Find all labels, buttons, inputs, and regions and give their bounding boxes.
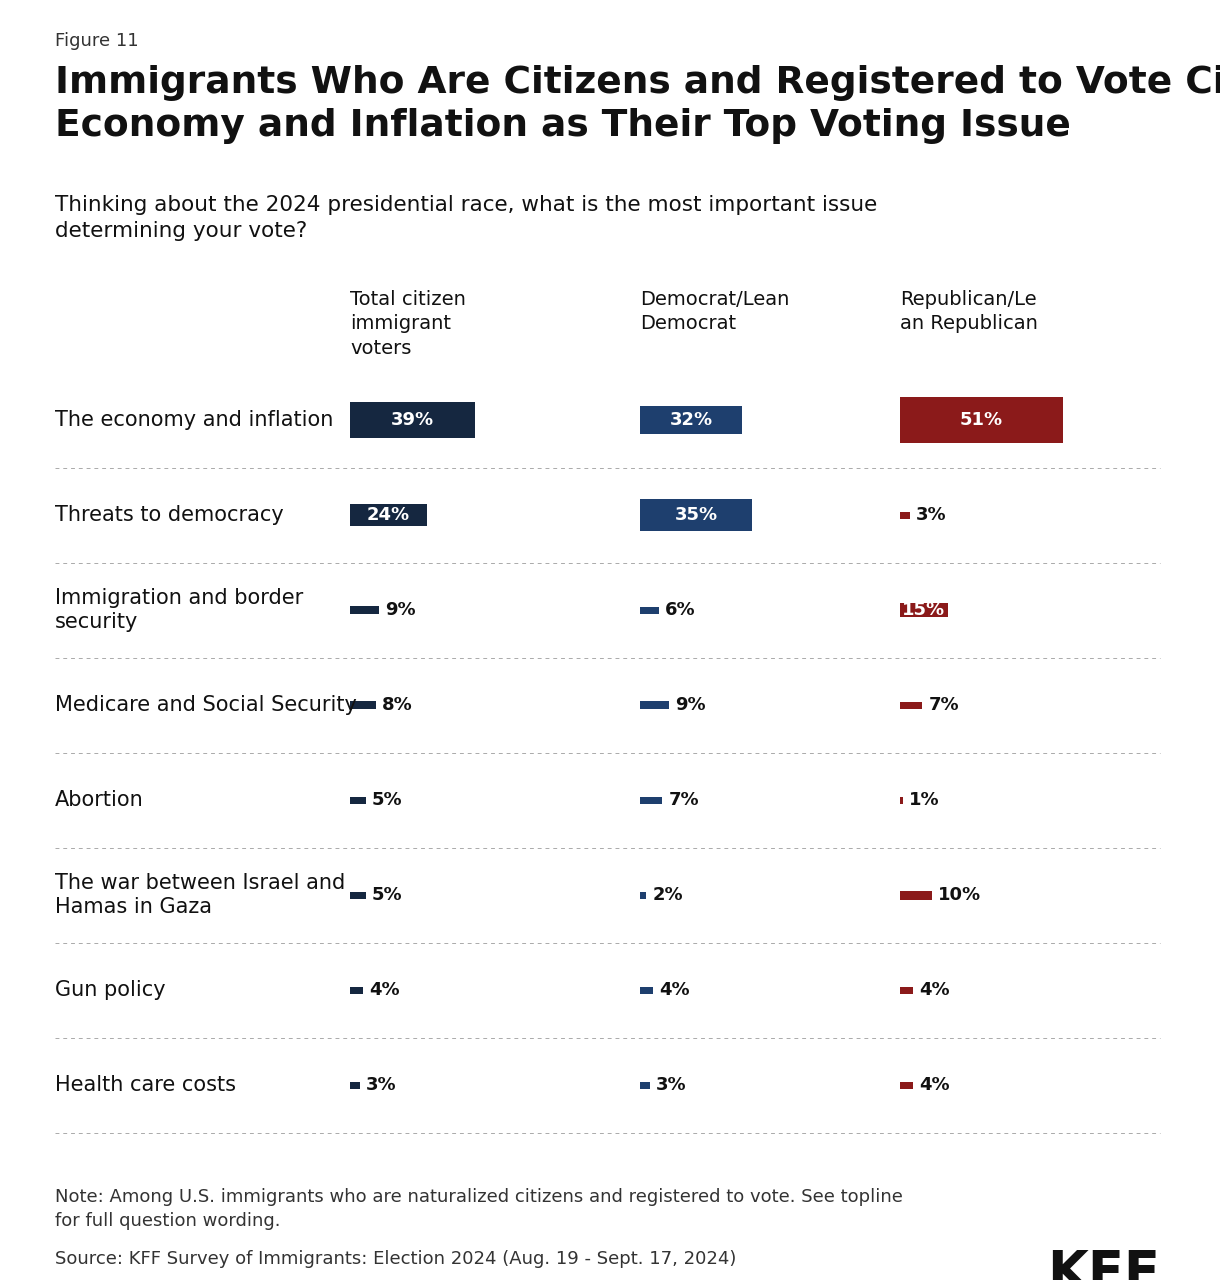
Bar <box>640 499 752 531</box>
Bar <box>640 796 662 804</box>
Text: 8%: 8% <box>382 696 412 714</box>
Bar <box>900 1082 913 1088</box>
Text: Democrat/Lean
Democrat: Democrat/Lean Democrat <box>640 291 789 333</box>
Text: Total citizen
immigrant
voters: Total citizen immigrant voters <box>350 291 466 357</box>
Bar <box>900 891 932 900</box>
Bar <box>350 796 366 804</box>
Text: 2%: 2% <box>653 886 683 904</box>
Text: KFF: KFF <box>1047 1248 1160 1280</box>
Text: Gun policy: Gun policy <box>55 980 166 1000</box>
Text: Source: KFF Survey of Immigrants: Election 2024 (Aug. 19 - Sept. 17, 2024): Source: KFF Survey of Immigrants: Electi… <box>55 1249 737 1267</box>
Text: 35%: 35% <box>675 506 717 524</box>
Text: Immigration and border
security: Immigration and border security <box>55 588 304 632</box>
Bar <box>640 1082 649 1088</box>
Text: 4%: 4% <box>659 980 689 998</box>
Bar <box>350 987 362 993</box>
Bar <box>350 1082 360 1088</box>
Text: 24%: 24% <box>367 506 410 524</box>
Text: 3%: 3% <box>655 1076 686 1094</box>
Text: 9%: 9% <box>384 602 416 620</box>
Bar <box>640 891 647 899</box>
Text: 15%: 15% <box>903 602 946 620</box>
Text: The economy and inflation: The economy and inflation <box>55 410 333 430</box>
Bar <box>900 397 1063 443</box>
Bar <box>350 701 376 709</box>
Bar <box>640 607 659 613</box>
Text: 51%: 51% <box>960 411 1003 429</box>
Text: 4%: 4% <box>368 980 399 998</box>
Bar <box>900 512 910 518</box>
Text: Threats to democracy: Threats to democracy <box>55 506 284 525</box>
Bar <box>640 701 669 709</box>
Bar <box>900 796 903 804</box>
Text: 5%: 5% <box>372 791 403 809</box>
Text: 9%: 9% <box>675 696 705 714</box>
Bar <box>640 406 743 434</box>
Bar <box>900 603 948 617</box>
Bar <box>350 504 427 526</box>
Text: 4%: 4% <box>919 980 949 998</box>
Text: 3%: 3% <box>366 1076 396 1094</box>
Text: Health care costs: Health care costs <box>55 1075 235 1094</box>
Text: 3%: 3% <box>915 506 947 524</box>
Text: 7%: 7% <box>928 696 959 714</box>
Text: Republican/Le
an Republican: Republican/Le an Republican <box>900 291 1038 333</box>
Bar <box>350 605 378 614</box>
Bar <box>350 891 366 899</box>
Bar <box>900 701 922 709</box>
Text: Immigrants Who Are Citizens and Registered to Vote Cite the
Economy and Inflatio: Immigrants Who Are Citizens and Register… <box>55 65 1220 143</box>
Text: 10%: 10% <box>938 886 981 904</box>
Text: 1%: 1% <box>909 791 939 809</box>
Text: Medicare and Social Security: Medicare and Social Security <box>55 695 357 716</box>
Text: Note: Among U.S. immigrants who are naturalized citizens and registered to vote.: Note: Among U.S. immigrants who are natu… <box>55 1188 903 1230</box>
Text: 6%: 6% <box>665 602 695 620</box>
Bar <box>640 987 653 993</box>
Text: Thinking about the 2024 presidential race, what is the most important issue
dete: Thinking about the 2024 presidential rac… <box>55 195 877 242</box>
Text: The war between Israel and
Hamas in Gaza: The war between Israel and Hamas in Gaza <box>55 873 345 918</box>
Text: Figure 11: Figure 11 <box>55 32 139 50</box>
Text: Abortion: Abortion <box>55 790 144 810</box>
Text: 39%: 39% <box>390 411 434 429</box>
Bar <box>900 987 913 993</box>
Text: 5%: 5% <box>372 886 403 904</box>
Text: 7%: 7% <box>669 791 699 809</box>
Bar <box>350 402 475 438</box>
Text: 4%: 4% <box>919 1076 949 1094</box>
Text: 32%: 32% <box>670 411 712 429</box>
